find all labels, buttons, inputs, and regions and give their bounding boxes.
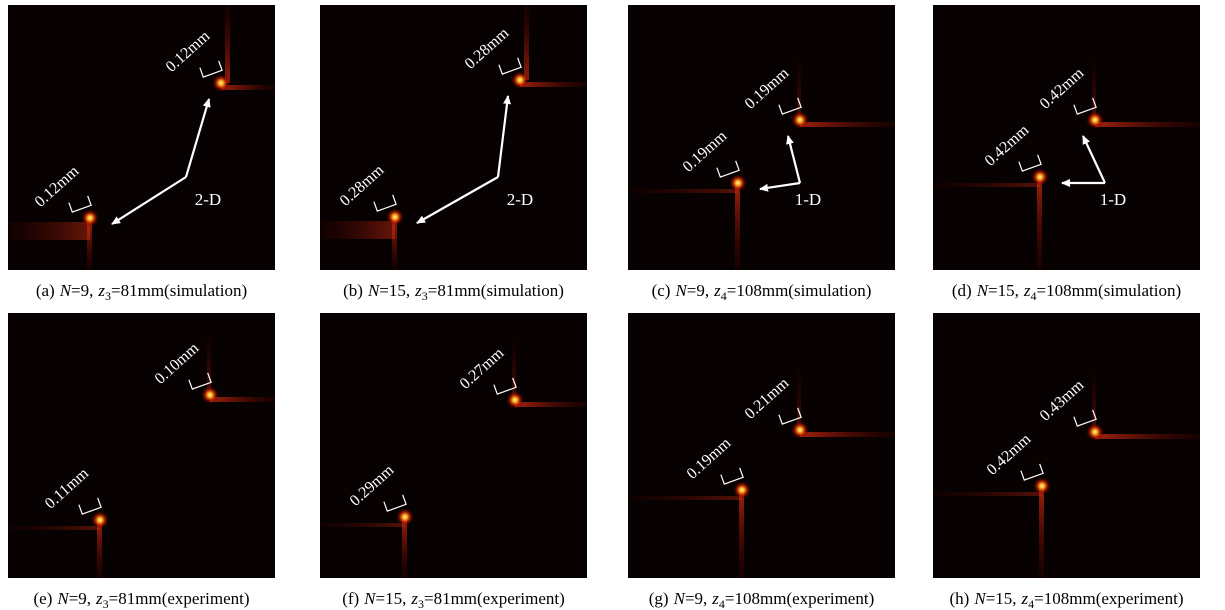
figure: 0.12mm0.12mm2-D (a)N=9,z3=81mm(simulation… <box>0 0 1225 610</box>
streak <box>512 340 516 400</box>
streak <box>800 122 895 127</box>
spot <box>1033 477 1051 495</box>
caption: (e)N=9,z3=81mm(experiment) <box>33 589 249 610</box>
spot <box>511 71 529 89</box>
streak <box>628 189 738 193</box>
streak <box>797 370 801 430</box>
caption-text: =15, <box>379 281 410 300</box>
caption: (c)N=9,z4=108mm(simulation) <box>652 281 872 303</box>
spot <box>386 208 404 226</box>
streak <box>1037 177 1042 270</box>
panel-image <box>320 313 587 578</box>
spot <box>396 508 414 526</box>
caption-text: =9, <box>687 281 709 300</box>
panel-image <box>8 313 275 578</box>
caption-text: =9, <box>69 589 91 608</box>
panel: 0.28mm0.28mm2-D <box>320 5 587 270</box>
caption-text: =15, <box>376 589 407 608</box>
streak <box>207 335 211 395</box>
caption-text: =9, <box>71 281 93 300</box>
arrow-label: 2-D <box>507 190 533 209</box>
spot <box>212 74 230 92</box>
spot <box>506 391 524 409</box>
streak <box>8 526 100 530</box>
caption-text: =15, <box>988 281 1019 300</box>
spot <box>791 111 809 129</box>
streak <box>1092 372 1096 432</box>
streak <box>1039 486 1044 578</box>
caption-text: =108mm(simulation) <box>727 281 872 300</box>
streak <box>320 523 405 527</box>
spot <box>81 209 99 227</box>
streak <box>800 432 895 437</box>
caption-label: (f) <box>342 589 359 608</box>
caption-label: (a) <box>36 281 55 300</box>
streak <box>515 402 587 407</box>
streak <box>797 60 801 120</box>
panel-image <box>628 5 895 270</box>
panel-image <box>933 5 1200 270</box>
caption: (a)N=9,z3=81mm(simulation) <box>36 281 247 303</box>
streak <box>1095 122 1200 127</box>
spot <box>1086 111 1104 129</box>
caption-text: =81mm(experiment) <box>109 589 250 608</box>
streak <box>933 492 1042 496</box>
spot <box>1031 168 1049 186</box>
caption: (h)N=15,z4=108mm(experiment) <box>950 589 1184 610</box>
streak <box>8 222 90 240</box>
spot <box>1086 423 1104 441</box>
streak <box>628 496 742 500</box>
spot <box>729 174 747 192</box>
caption: (d)N=15,z4=108mm(simulation) <box>952 281 1181 303</box>
caption-text: =108mm(simulation) <box>1037 281 1182 300</box>
streak <box>1092 60 1096 120</box>
caption-text: =108mm(experiment) <box>1034 589 1183 608</box>
spot <box>733 481 751 499</box>
streak <box>739 490 744 578</box>
panel: 0.19mm0.19mm1-D <box>628 5 895 270</box>
panel-image <box>933 313 1200 578</box>
arrow-label: 2-D <box>195 190 221 209</box>
caption-label: (b) <box>343 281 363 300</box>
arrow-label: 1-D <box>795 190 821 209</box>
streak <box>933 183 1040 187</box>
arrow-label: 1-D <box>1100 190 1126 209</box>
caption-text: =81mm(simulation) <box>428 281 564 300</box>
streak <box>320 221 395 239</box>
caption-text: =81mm(experiment) <box>424 589 565 608</box>
panel: 0.12mm0.12mm2-D <box>8 5 275 270</box>
panel-image <box>628 313 895 578</box>
spot <box>91 511 109 529</box>
streak <box>1095 434 1200 439</box>
caption: (g)N=9,z4=108mm(experiment) <box>649 589 874 610</box>
spot <box>791 421 809 439</box>
caption-label: (h) <box>950 589 970 608</box>
caption: (b)N=15,z3=81mm(simulation) <box>343 281 564 303</box>
caption-label: (g) <box>649 589 669 608</box>
streak <box>225 5 230 83</box>
caption-text: =9, <box>685 589 707 608</box>
spot <box>201 386 219 404</box>
caption: (f)N=15,z3=81mm(experiment) <box>342 589 565 610</box>
caption-text: =108mm(experiment) <box>725 589 874 608</box>
caption-label: (d) <box>952 281 972 300</box>
caption-label: (c) <box>652 281 671 300</box>
streak <box>735 183 740 270</box>
caption-text: =81mm(simulation) <box>111 281 247 300</box>
streak <box>520 82 587 87</box>
caption-label: (e) <box>33 589 52 608</box>
caption-text: =15, <box>986 589 1017 608</box>
streak <box>524 5 529 80</box>
streak <box>210 397 275 402</box>
